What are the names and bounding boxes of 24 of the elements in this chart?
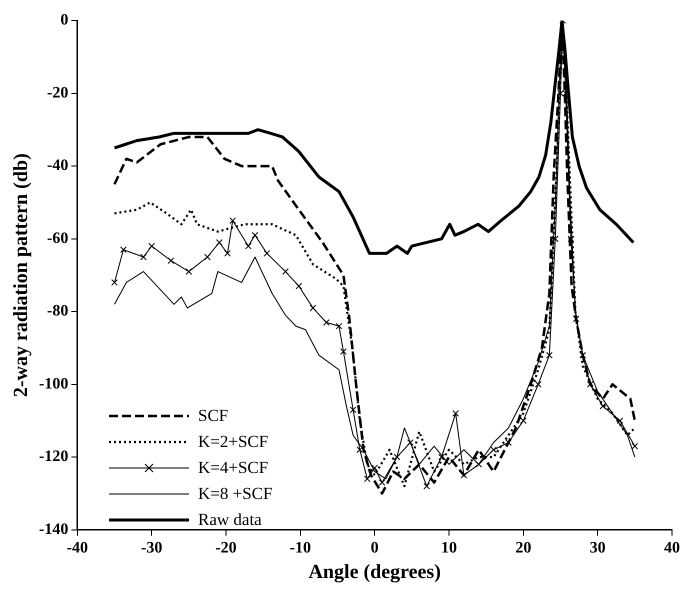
x-tick-label: -30: [141, 540, 162, 557]
legend-label: Raw data: [198, 510, 262, 530]
y-tick-label: -40: [47, 157, 68, 174]
y-tick-label: 0: [60, 12, 68, 29]
legend-label: SCF: [198, 406, 228, 426]
y-tick-label: -80: [47, 302, 68, 320]
x-tick-label: 0: [370, 540, 379, 557]
x-tick-label: 20: [515, 540, 532, 557]
legend-label: K=4+SCF: [198, 458, 268, 478]
x-tick-label: -40: [66, 540, 88, 557]
x-tick-label: 30: [590, 540, 606, 557]
legend-label: K=2+SCF: [198, 432, 268, 452]
y-tick-label: -100: [39, 375, 68, 392]
legend-label: K=8 +SCF: [198, 484, 272, 504]
x-tick-label: -20: [215, 540, 237, 557]
y-axis-title: 2-way radiation pattern (db): [10, 153, 32, 398]
y-tick-label: -60: [47, 230, 68, 247]
y-tick-label: -140: [39, 520, 68, 538]
y-tick-label: -120: [39, 448, 68, 466]
x-tick-label: -10: [290, 540, 311, 557]
x-tick-label: 40: [664, 540, 680, 557]
x-axis-title: Angle (degrees): [308, 561, 441, 584]
x-tick-label: 10: [441, 540, 457, 557]
y-tick-label: -20: [47, 84, 68, 102]
